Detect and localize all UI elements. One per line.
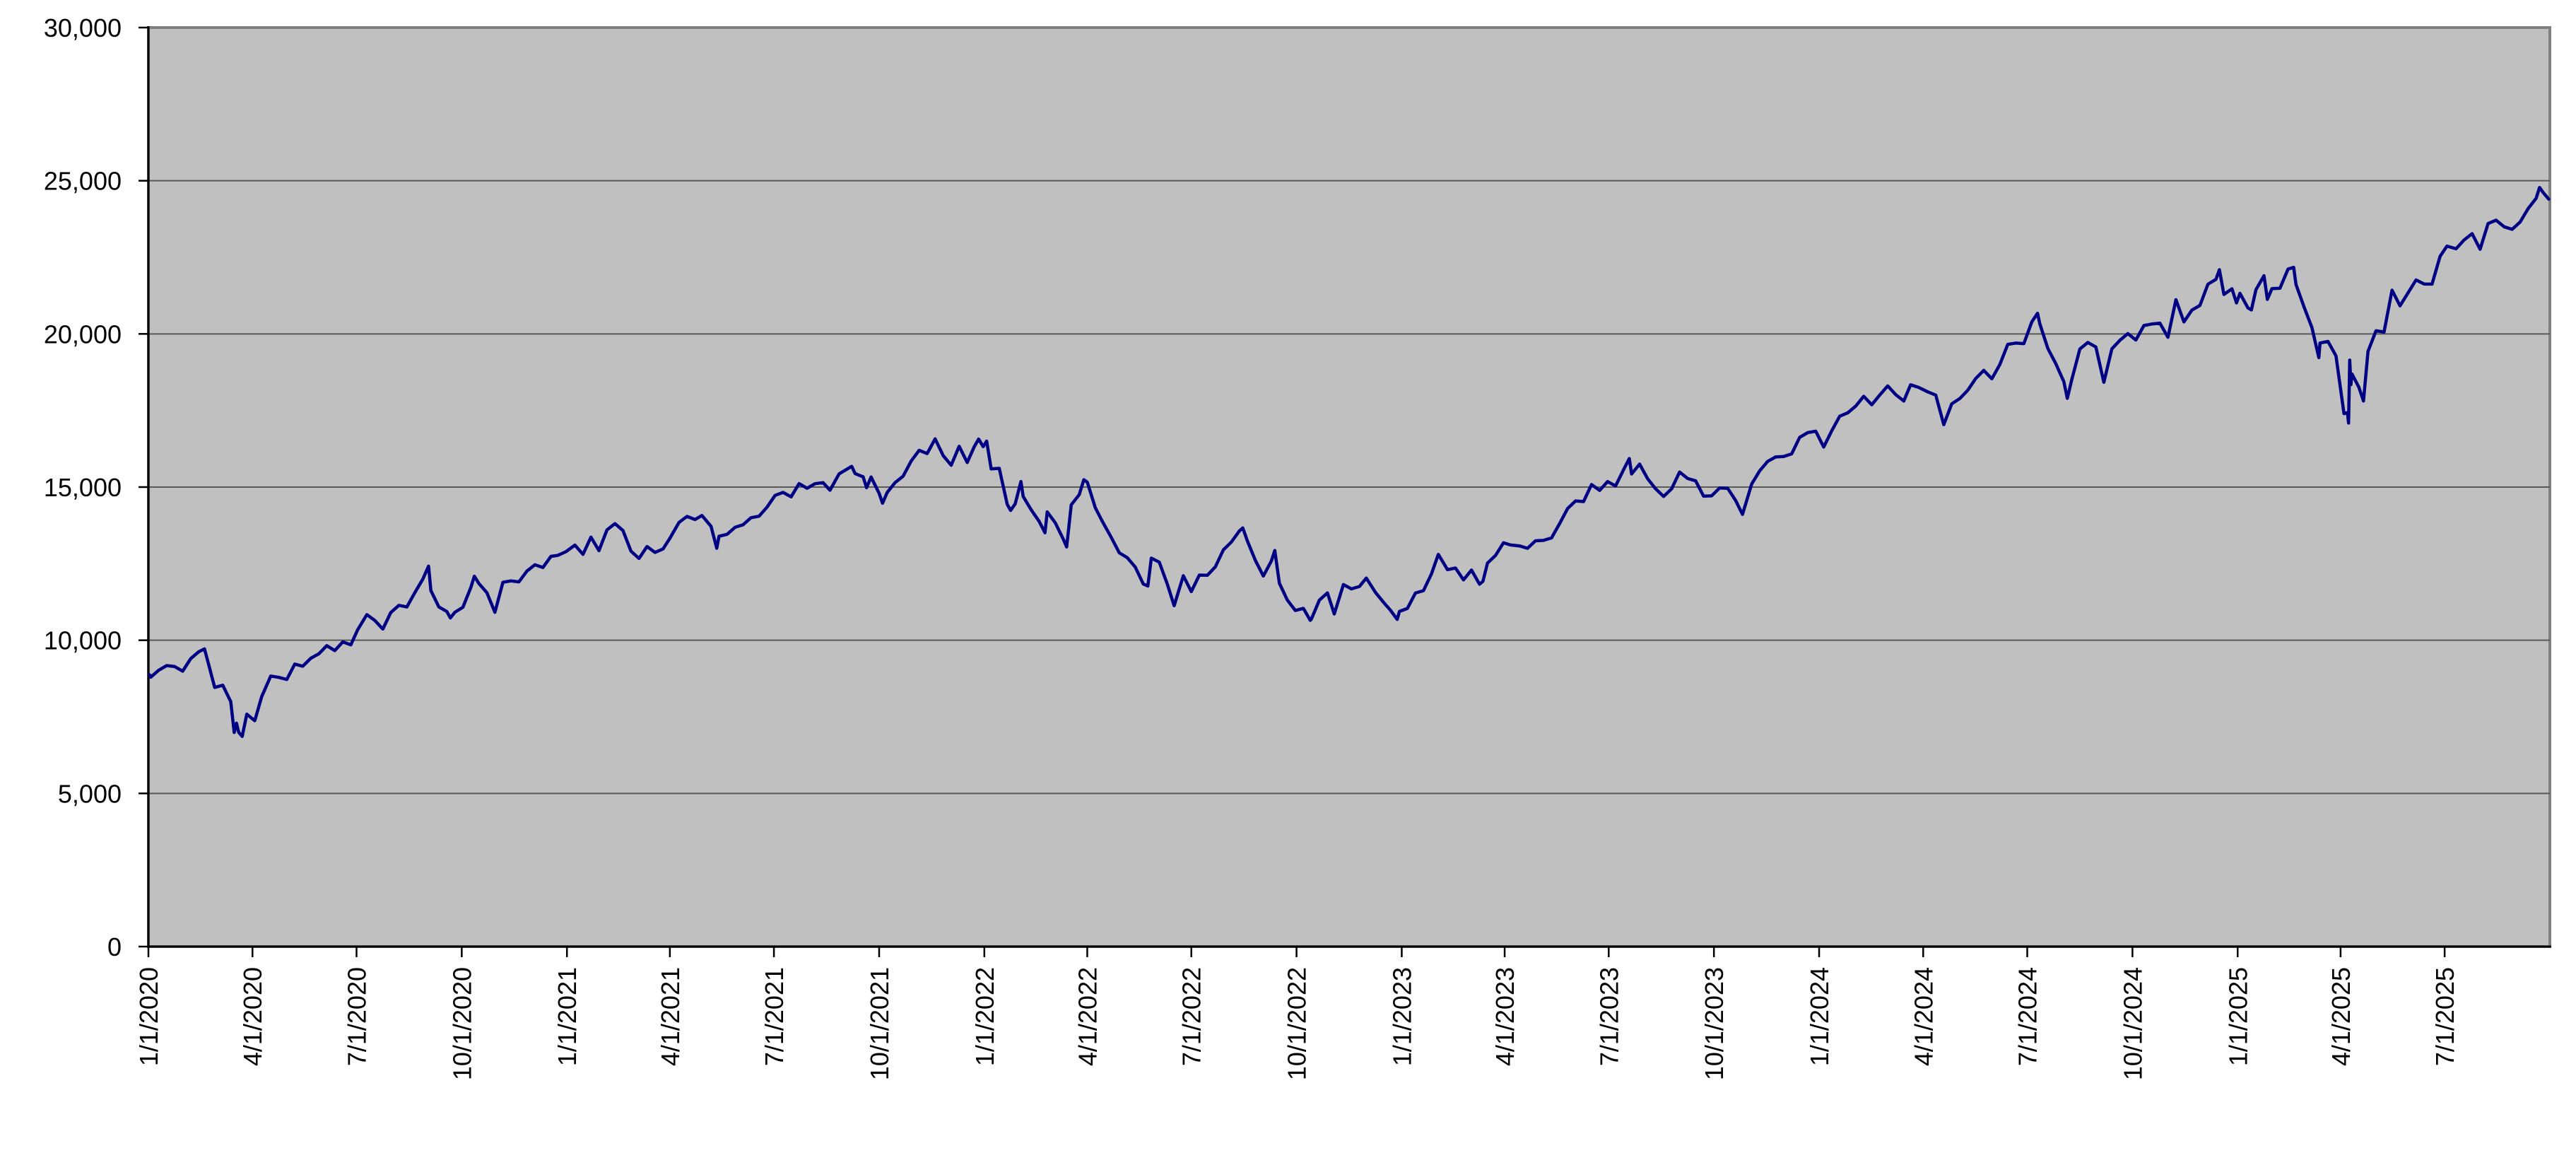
x-axis-label: 7/1/2021 xyxy=(760,967,789,1066)
x-axis-label: 10/1/2021 xyxy=(865,967,894,1080)
y-axis-label: 15,000 xyxy=(44,473,122,502)
y-axis-label: 20,000 xyxy=(44,320,122,349)
x-axis-label: 4/1/2021 xyxy=(656,967,685,1066)
x-axis-label: 1/1/2025 xyxy=(2223,967,2252,1066)
x-axis-label: 10/1/2023 xyxy=(1700,967,1729,1080)
x-axis-label: 7/1/2024 xyxy=(2013,967,2042,1066)
x-axis-label: 4/1/2024 xyxy=(1909,967,1938,1066)
x-axis-label: 10/1/2024 xyxy=(2118,967,2147,1080)
y-axis-label: 25,000 xyxy=(44,167,122,196)
x-axis-label: 4/1/2023 xyxy=(1490,967,1519,1066)
y-axis-label: 5,000 xyxy=(58,779,122,808)
x-axis-label: 7/1/2025 xyxy=(2430,967,2459,1066)
y-axis-label: 0 xyxy=(107,932,122,961)
price-line xyxy=(148,185,2551,738)
x-axis-label: 4/1/2025 xyxy=(2327,967,2356,1066)
x-axis-label: 7/1/2020 xyxy=(343,967,372,1066)
x-axis-label: 4/1/2022 xyxy=(1074,967,1102,1066)
x-axis-label: 1/1/2020 xyxy=(134,967,163,1066)
x-axis-label: 4/1/2020 xyxy=(238,967,267,1066)
x-axis-label: 1/1/2024 xyxy=(1805,967,1834,1066)
y-axis-label: 10,000 xyxy=(44,626,122,655)
x-axis-label: 1/1/2021 xyxy=(553,967,582,1066)
x-axis-label: 10/1/2022 xyxy=(1283,967,1312,1080)
x-axis-label: 10/1/2020 xyxy=(447,967,476,1080)
x-axis-label: 7/1/2022 xyxy=(1177,967,1206,1066)
x-axis-label: 1/1/2023 xyxy=(1387,967,1416,1066)
x-axis-label: 1/1/2022 xyxy=(970,967,999,1066)
y-axis-label: 30,000 xyxy=(44,13,122,42)
x-axis-label: 7/1/2023 xyxy=(1594,967,1623,1066)
